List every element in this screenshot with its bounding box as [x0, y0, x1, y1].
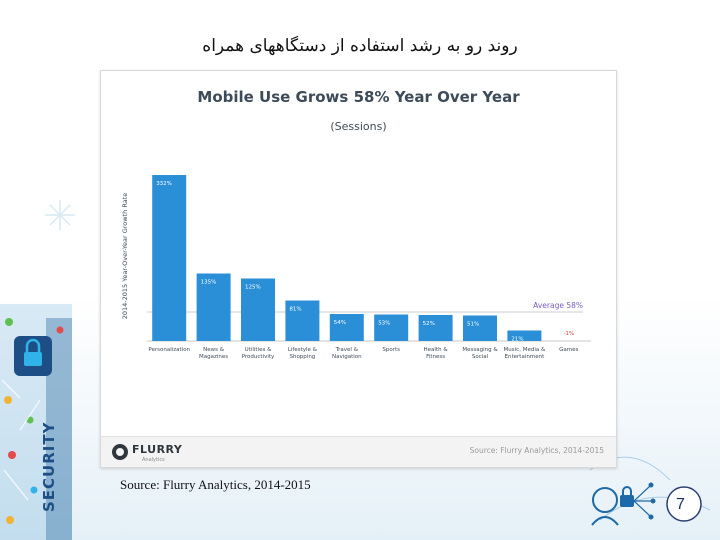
bar: [374, 314, 409, 341]
bar-value-label: 53%: [378, 321, 390, 327]
page-number: 7: [676, 496, 685, 513]
figure-source: Source: Flurry Analytics, 2014-2015: [469, 446, 604, 455]
bar-chart: 2014-2015 Year-Over-Year Growth Rate Aver…: [121, 175, 591, 360]
x-tick-label: Utilities & Productivity: [242, 347, 275, 360]
bar-value-label: 54%: [334, 320, 346, 326]
y-axis-label: 2014-2015 Year-Over-Year Growth Rate: [121, 193, 129, 320]
x-tick-label-line: Entertainment: [505, 354, 546, 360]
bar-value-label: 52%: [423, 321, 435, 327]
bar: [241, 278, 275, 341]
x-tick-label: Sports: [382, 347, 400, 353]
flurry-logo-text: FLURRY: [132, 443, 183, 456]
x-tick-label: Lifestyle & Shopping: [288, 347, 318, 360]
chart-figure: Mobile Use Grows 58% Year Over Year (Ses…: [100, 70, 617, 468]
x-tick-label: Games: [559, 347, 578, 353]
x-tick-label-line: Personalization: [148, 347, 190, 353]
source-caption: Source: Flurry Analytics, 2014-2015: [120, 477, 311, 492]
bar: [196, 273, 231, 341]
x-tick-label: Music, Media & Entertainment: [504, 347, 546, 360]
x-tick-label-line: Lifestyle &: [288, 347, 318, 353]
bar: [285, 300, 320, 341]
bar: [463, 315, 497, 341]
bar-value-label: 81%: [289, 307, 301, 313]
x-tick-label-line: Productivity: [242, 354, 275, 360]
bar: [329, 314, 364, 341]
figure-footer: FLURRY Analytics Source: Flurry Analytic…: [101, 436, 616, 467]
bar-value-label: -1%: [563, 331, 574, 337]
x-tick-label-line: Magazines: [199, 354, 228, 360]
x-tick-label-line: Fitness: [426, 354, 445, 360]
flurry-logo-icon: [112, 444, 128, 460]
bar: [418, 315, 453, 341]
x-tick-label: News & Magazines: [199, 347, 228, 360]
x-tick-label: Travel & Navigation: [332, 347, 362, 360]
x-tick-label-line: Shopping: [289, 354, 315, 360]
bar-value-label: 332%: [156, 181, 172, 187]
average-label: Average 58%: [533, 301, 583, 310]
bar-value-label: 125%: [245, 285, 261, 291]
x-tick-label: Health & Fitness: [424, 347, 449, 360]
x-tick-label-line: Sports: [382, 347, 400, 353]
slide-title: روند رو به رشد استفاده از دستگاههای همرا…: [202, 36, 518, 56]
x-tick-label-line: Music, Media &: [504, 347, 546, 353]
x-tick-label-line: Social: [472, 354, 489, 360]
x-tick-label: Messaging & Social: [462, 347, 498, 360]
x-tick-label-line: Utilities &: [245, 347, 272, 353]
chart-title: Mobile Use Grows 58% Year Over Year: [197, 88, 520, 106]
bar-value-label: 21%: [511, 337, 523, 343]
x-tick-label-line: Navigation: [332, 354, 362, 360]
x-tick-label: Personalization: [148, 347, 190, 353]
chart-subtitle: (Sessions): [330, 120, 387, 133]
x-tick-label-line: Games: [559, 347, 578, 353]
x-tick-label-line: Messaging &: [462, 347, 498, 353]
x-tick-label-line: Travel &: [335, 347, 359, 353]
bar: [507, 330, 542, 341]
bar-value-label: 51%: [467, 322, 479, 328]
x-tick-label-line: Health &: [424, 347, 449, 353]
bar-value-label: 135%: [201, 280, 217, 286]
bar: [152, 175, 187, 341]
x-tick-label-line: News &: [203, 347, 225, 353]
flurry-logo-subtext: Analytics: [142, 457, 165, 463]
